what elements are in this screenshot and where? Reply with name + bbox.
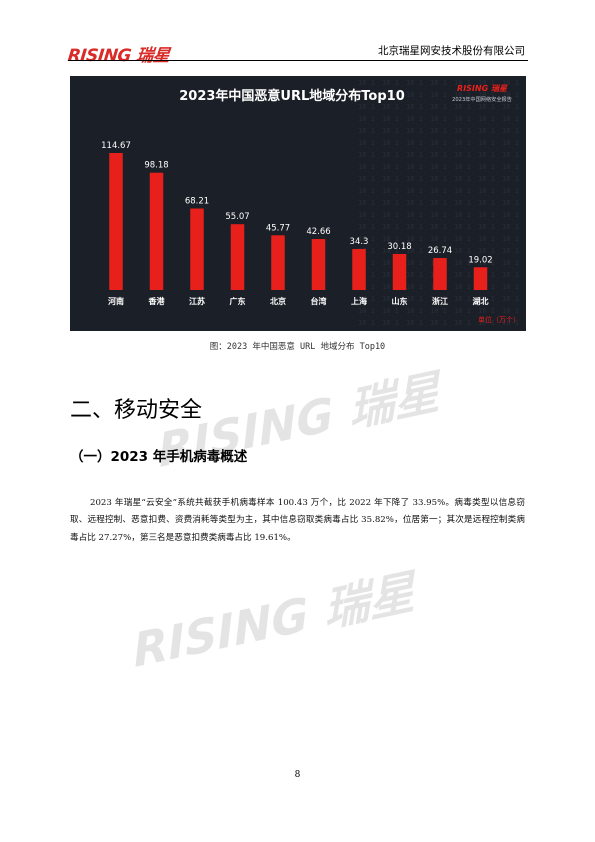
bar-value-label: 26.74 bbox=[428, 246, 452, 256]
subsection-title: （一）2023 年手机病毒概述 bbox=[70, 449, 248, 465]
category-label: 北京 bbox=[270, 296, 286, 306]
category-label: 广东 bbox=[230, 296, 246, 306]
bar-台湾 bbox=[311, 239, 326, 290]
category-label: 河南 bbox=[108, 296, 124, 306]
bar-河南 bbox=[109, 153, 123, 290]
bar-上海 bbox=[352, 249, 366, 290]
header-divider bbox=[68, 60, 528, 61]
category-label: 上海 bbox=[351, 296, 367, 306]
bar-江苏 bbox=[190, 208, 204, 290]
bar-value-label: 45.77 bbox=[266, 223, 290, 233]
bar-value-label: 55.07 bbox=[225, 212, 249, 222]
bar-北京 bbox=[271, 235, 285, 290]
bar-chart: 10 1 2023年中国恶意URL地域分布Top10 RISING 瑞星 202… bbox=[101, 76, 526, 331]
bar-value-label: 30.18 bbox=[387, 242, 411, 252]
bar-value-label: 42.66 bbox=[306, 227, 330, 237]
bar-value-label: 68.21 bbox=[185, 197, 209, 207]
background-texture bbox=[350, 76, 526, 331]
page-number: 8 bbox=[294, 770, 301, 780]
category-label: 浙江 bbox=[432, 296, 448, 306]
bar-广东 bbox=[230, 224, 245, 290]
body-paragraph: 2023 年瑞星“云安全”系统共截获手机病毒样本 100.43 万个，比 202… bbox=[70, 497, 525, 543]
chart-report-subtitle: 2023年中国网络安全报告 bbox=[452, 95, 512, 103]
bar-浙江 bbox=[433, 258, 447, 290]
figure-caption: 图：2023 年中国恶意 URL 地域分布 Top10 bbox=[209, 342, 386, 352]
header-company-name: 北京瑞星网安技术股份有限公司 bbox=[378, 45, 525, 57]
category-label: 江苏 bbox=[189, 296, 205, 306]
bar-value-label: 19.02 bbox=[468, 255, 492, 265]
bar-山东 bbox=[392, 253, 407, 290]
bar-香港 bbox=[149, 172, 164, 290]
category-label: 湖北 bbox=[473, 296, 489, 306]
section-title: 二、移动安全 bbox=[70, 398, 203, 423]
watermark: RISING 瑞星 bbox=[131, 563, 417, 679]
category-label: 香港 bbox=[148, 296, 166, 306]
chart-title: 2023年中国恶意URL地域分布Top10 bbox=[179, 88, 405, 104]
category-label: 台湾 bbox=[311, 296, 327, 306]
bar-value-label: 98.18 bbox=[144, 161, 168, 171]
chart-brand-logo: RISING 瑞星 bbox=[457, 84, 508, 93]
bar-value-label: 34.3 bbox=[350, 237, 369, 247]
bar-湖北 bbox=[473, 267, 488, 290]
header-logo: RISING 瑞星 bbox=[66, 46, 171, 66]
category-label: 山东 bbox=[392, 296, 408, 306]
chart-unit-label: 单位（万个） bbox=[478, 315, 520, 324]
bar-value-label: 114.67 bbox=[101, 141, 131, 151]
bar-chart-figure: 10 1 2023年中国恶意URL地域分布Top10 RISING 瑞星 202… bbox=[70, 76, 526, 331]
